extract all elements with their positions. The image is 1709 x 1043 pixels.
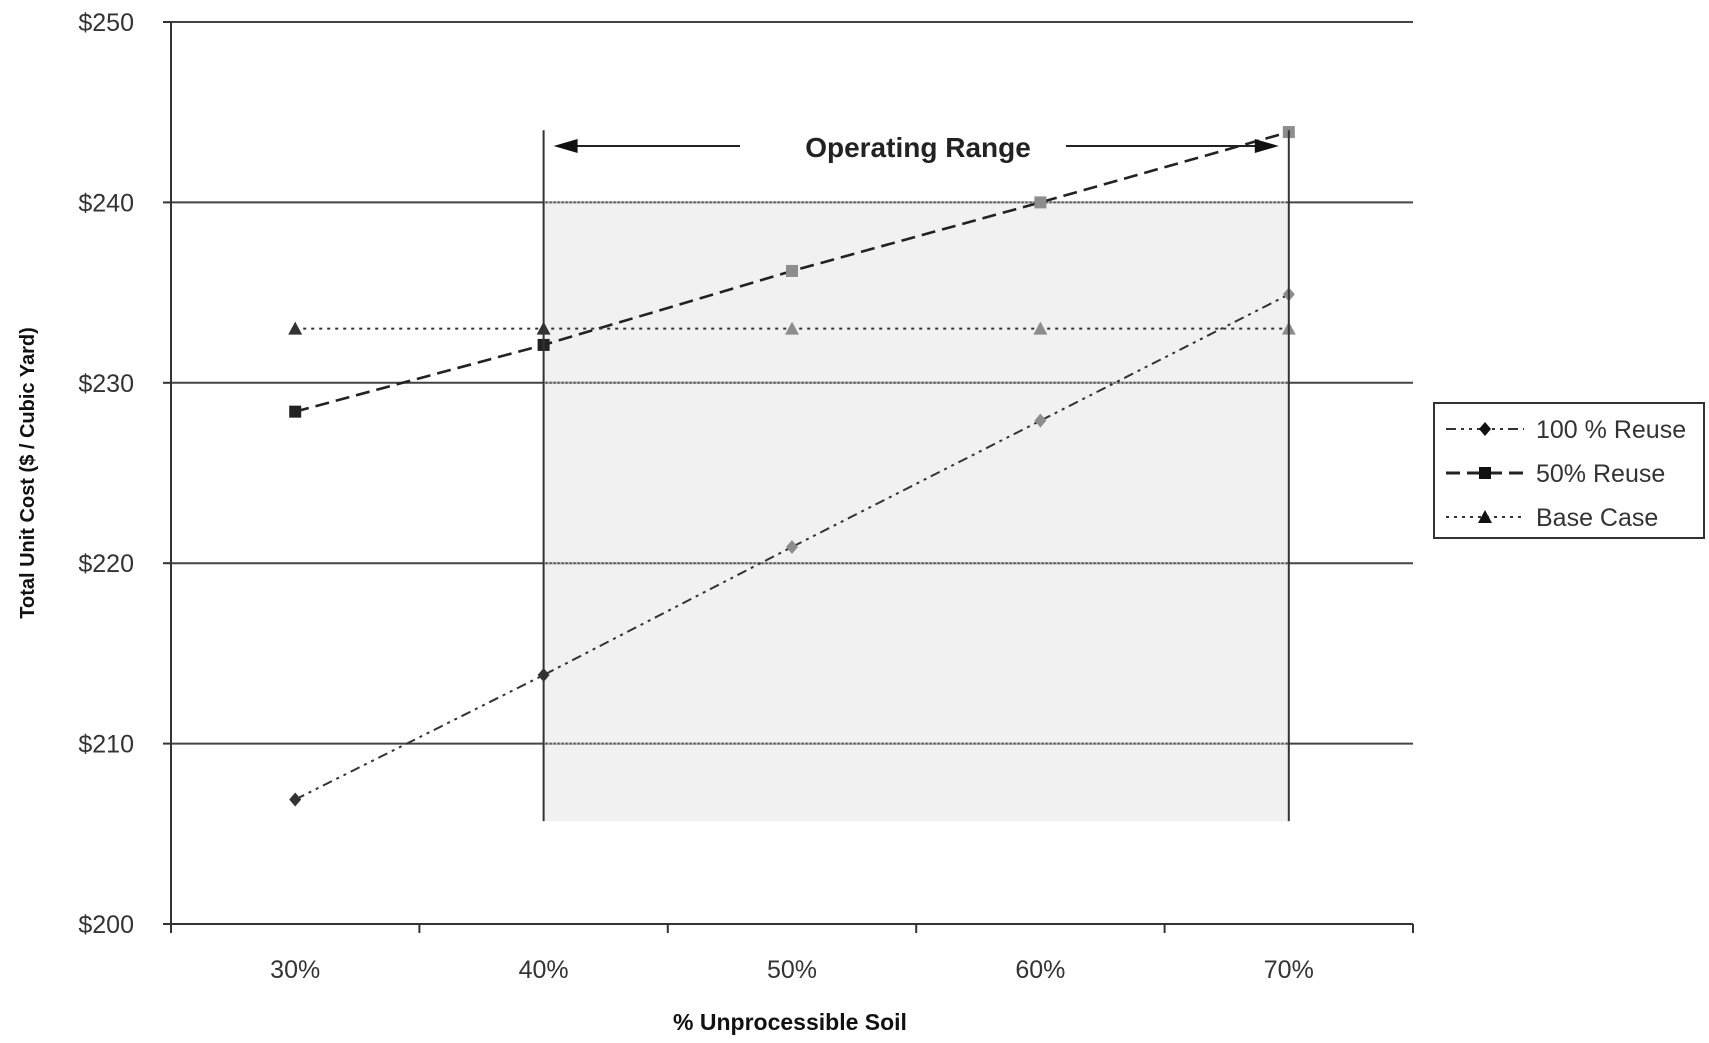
x-axis-label: % Unprocessible Soil [673,1009,907,1035]
data-point [1034,196,1047,209]
legend-label: 100 % Reuse [1536,416,1686,444]
data-point [1034,413,1047,428]
data-point [289,405,302,418]
legend-label: 50% Reuse [1536,460,1665,488]
data-point [786,539,798,554]
data-point [289,792,302,807]
legend-item-100-reuse: 100 % Reuse [1446,416,1686,444]
x-tick-label: 50% [767,956,817,984]
legend-item-base-case: Base Case [1446,504,1658,532]
data-point [1033,321,1048,335]
operating-range-label: Operating Range [805,132,1031,163]
legend-swatch-marker [1479,467,1491,479]
x-tick-label: 70% [1264,956,1314,984]
data-point [288,321,303,335]
y-tick-label: $220 [78,550,134,578]
y-axis-label: Total Unit Cost ($ / Cubic Yard) [17,327,39,619]
x-tick-label: 40% [519,956,569,984]
x-tick-label: 60% [1015,956,1065,984]
legend-label: Base Case [1536,504,1658,532]
data-point [785,321,799,335]
x-tick-label: 30% [270,956,320,984]
data-point [786,264,798,277]
y-tick-label: $240 [78,189,134,217]
legend-swatch-marker [1479,422,1491,436]
y-tick-label: $210 [78,731,134,759]
operating-range-area [543,202,1289,822]
y-tick-label: $230 [78,370,134,398]
y-tick-label: $200 [78,911,134,939]
legend-item-50-reuse: 50% Reuse [1446,460,1665,488]
legend-swatch-marker [1478,510,1492,523]
operating-range-arrowhead-right [1254,139,1279,153]
y-tick-label: $250 [78,9,134,37]
operating-range-arrowhead-left [553,139,578,153]
